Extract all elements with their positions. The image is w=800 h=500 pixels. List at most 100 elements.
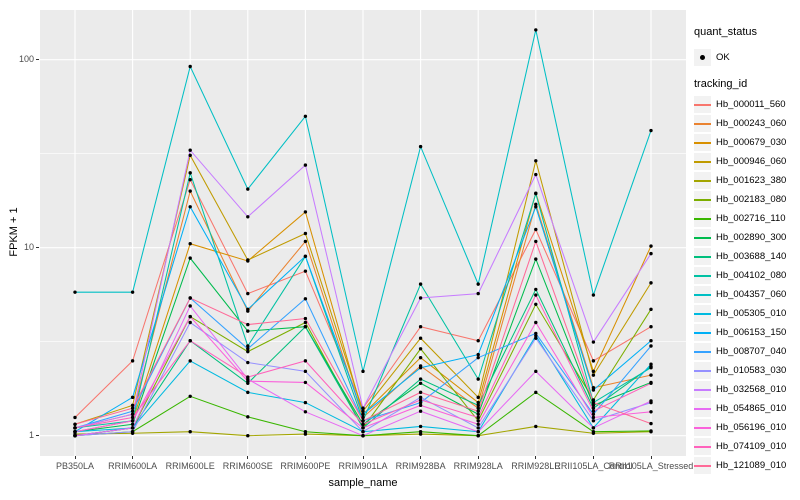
data-point [303,210,308,214]
color-line-icon [694,122,711,125]
x-tick-mark [74,456,76,459]
data-point [418,409,423,413]
color-line-icon [694,236,711,239]
x-tick-label: RRIM600LA [108,461,158,471]
legend-items: Hb_000011_560 Hb_000243_060 Hb_000679_030 H… [694,95,798,475]
data-point [534,191,538,196]
data-point [476,355,480,360]
legend-item-label: Hb_000243_060 [716,118,787,129]
data-point [534,239,538,244]
legend-item-label: Hb_074109_010 [716,441,787,452]
data-point [303,316,308,321]
x-tick-mark [304,456,306,459]
data-point [591,430,596,434]
legend-key-swatch [694,115,711,132]
data-point [73,430,77,434]
data-point [303,369,308,374]
x-tick-mark [132,456,134,459]
data-point [534,331,538,336]
legend-key-swatch [694,286,711,303]
data-point [361,406,365,410]
legend-key-swatch [694,400,711,417]
legend-item-Hb_010583_030: Hb_010583_030 [694,361,798,380]
data-point [534,293,538,297]
data-point [591,359,596,363]
data-point [188,430,192,434]
y-tick-mark [36,435,39,437]
legend-key-swatch [694,343,711,360]
color-line-icon [694,369,711,372]
data-point [418,390,423,395]
data-point [418,324,423,329]
data-point [418,424,423,429]
legend-item-label: Hb_008707_040 [716,346,787,357]
data-point [188,256,192,260]
data-point [534,205,538,209]
x-tick-mark [477,456,479,459]
legend-item-label: Hb_003688_140 [716,251,787,262]
legend-key-swatch [694,267,711,284]
x-tick-label: PB350LA [55,461,95,471]
data-point [591,409,596,413]
data-point [73,426,77,430]
data-point [188,148,192,152]
data-point [534,302,538,306]
legend-item-Hb_002890_300: Hb_002890_300 [694,228,798,247]
data-point [418,336,423,340]
data-point [476,412,480,416]
color-line-icon [694,255,711,258]
data-point [418,296,423,300]
legend-key-swatch [694,229,711,246]
data-point [534,334,538,338]
data-point [591,340,596,344]
legend-key-swatch [694,96,711,113]
data-point [476,419,480,423]
color-line-icon [694,464,711,467]
data-point [649,410,653,414]
data-point [649,344,653,348]
legend-item-label: Hb_000679_030 [716,137,787,148]
data-point [188,242,192,246]
data-point [361,419,365,423]
legend-key-swatch [694,324,711,341]
data-point [476,377,480,381]
x-tick-label: RRIM600SE [222,461,273,471]
legend-item-Hb_004357_060: Hb_004357_060 [694,285,798,304]
data-point [649,381,653,385]
color-line-icon [694,350,711,353]
legend-item-Hb_005305_010: Hb_005305_010 [694,304,798,323]
color-line-icon [694,179,711,182]
data-point [130,403,135,408]
data-point [246,360,250,365]
legend-item-Hb_074109_010: Hb_074109_010 [694,437,798,456]
data-point [534,320,538,325]
data-point [534,390,538,395]
data-point [246,375,250,379]
legend-item-label: Hb_032568_010 [716,384,787,395]
color-line-icon [694,217,711,220]
legend-item-ok: OK [694,48,798,66]
x-tick-mark [362,456,364,459]
legend-title-tracking-id: tracking_id [694,78,748,90]
data-point [476,400,480,405]
data-point [246,433,250,438]
data-point [188,394,192,399]
plot-panel [40,10,686,456]
data-point [73,422,77,426]
legend-key-swatch [694,381,711,398]
data-point [73,290,77,294]
legend-item-Hb_000946_060: Hb_000946_060 [694,152,798,171]
data-point [73,433,77,438]
color-line-icon [694,103,711,106]
data-point [418,430,423,434]
color-line-icon [694,198,711,201]
y-tick-label: 10 [23,242,34,253]
data-point [188,171,192,175]
data-point [361,369,365,374]
data-point [591,369,596,374]
data-point [649,399,653,403]
legend-key-swatch [694,191,711,208]
legend-key-swatch [694,362,711,379]
legend-item-Hb_054865_010: Hb_054865_010 [694,399,798,418]
